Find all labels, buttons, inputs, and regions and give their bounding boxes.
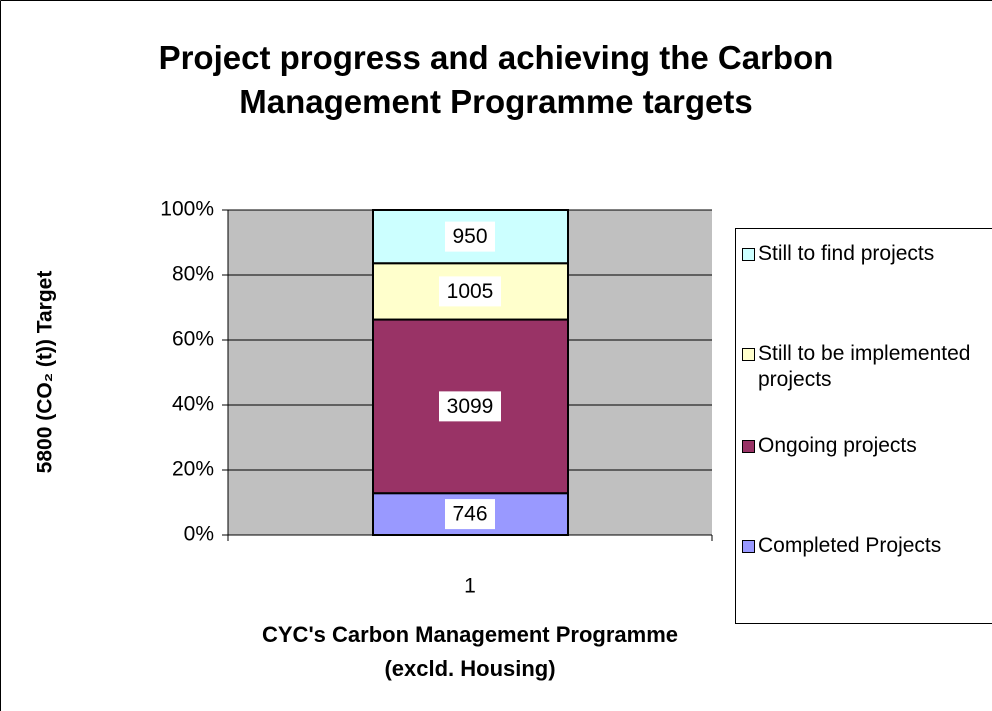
y-tick-label: 100%: [160, 198, 214, 221]
data-label: 746: [452, 503, 487, 526]
legend-label: Ongoing projects: [758, 434, 917, 457]
legend-swatch: [742, 440, 755, 453]
legend-swatch: [742, 348, 755, 361]
legend-swatch: [742, 540, 755, 553]
data-label-bg: [439, 391, 501, 422]
legend-label: Completed Projects: [758, 534, 942, 557]
x-axis-title: CYC's Carbon Management Programme (excld…: [262, 622, 678, 681]
data-label-bg: [439, 276, 501, 307]
legend-swatch: [742, 248, 755, 261]
y-axis-title: 5800 (CO₂ (t)) Target: [34, 271, 57, 474]
legend-label: Still to find projects: [758, 242, 935, 265]
y-tick-label: 80%: [172, 263, 214, 286]
data-label: 950: [452, 225, 487, 248]
legend: Still to find projects Still to be implem…: [735, 228, 992, 624]
chart-title: Project progress and achieving the Carbo…: [158, 39, 834, 120]
y-tick-label: 60%: [172, 328, 214, 351]
y-tick-label: 40%: [172, 393, 214, 416]
y-tick-label: 0%: [184, 523, 214, 546]
legend-label: Still to be implemented projects: [758, 342, 971, 391]
data-label: 1005: [447, 280, 494, 303]
data-label-bg: [445, 221, 495, 252]
y-tick-label: 20%: [172, 458, 214, 481]
x-tick-label: 1: [464, 575, 476, 598]
data-label: 3099: [447, 395, 494, 418]
data-label-bg: [445, 499, 495, 530]
